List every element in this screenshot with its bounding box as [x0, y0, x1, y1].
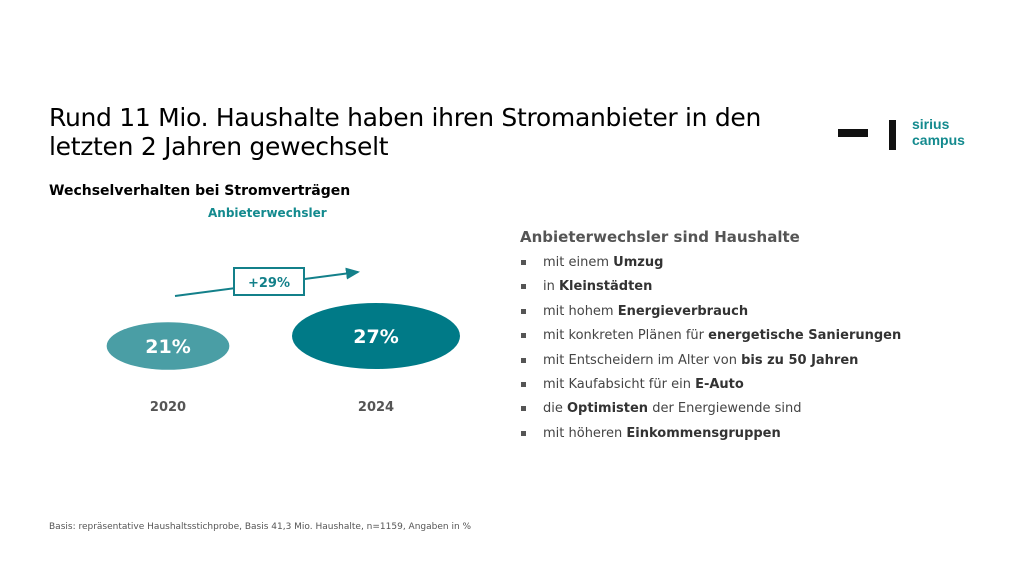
logo-text: sirius campus — [912, 116, 965, 148]
category-label: 2020 — [150, 400, 186, 415]
logo-line2: campus — [912, 132, 965, 148]
logo-bar — [889, 120, 896, 150]
profile-item-highlight: energetische Sanierungen — [708, 328, 902, 344]
change-box — [233, 267, 305, 296]
bubble-2020 — [106, 322, 230, 370]
category-label: 2024 — [358, 400, 394, 415]
profile-item-highlight: Umzug — [613, 255, 664, 270]
bubble-2024 — [292, 303, 460, 369]
profile-list: mit einem Umzug in Kleinstädten mit hohem … — [520, 253, 901, 448]
profile-item-text: die — [543, 401, 567, 417]
page-title: Rund 11 Mio. Haushalte haben ihren Strom… — [49, 103, 762, 161]
value-label: 21% — [145, 336, 190, 358]
profile-item: mit höheren Einkommensgruppen — [520, 424, 901, 448]
profile-item-text: mit einem — [543, 255, 614, 270]
profile-item: mit Entscheidern im Alter von bis zu 50 … — [520, 351, 901, 375]
profile-item-text: mit hohem — [543, 303, 618, 319]
profile-item: mit Kaufabsicht für ein E-Auto — [520, 375, 901, 399]
profile-item-text: mit konkreten Plänen für — [543, 328, 709, 344]
profile-heading: Anbieterwechsler sind Haushalte — [520, 228, 800, 246]
change-label: +29% — [248, 276, 290, 291]
profile-item: die Optimisten der Energiewende sind — [520, 399, 901, 423]
profile-item: mit konkreten Plänen für energetische Sa… — [520, 326, 901, 350]
profile-item: in Kleinstädten — [520, 277, 901, 301]
profile-item: mit hohem Energieverbrauch — [520, 302, 901, 326]
profile-item-text: der Energiewende sind — [648, 401, 802, 417]
profile-item-highlight: Energieverbrauch — [617, 303, 749, 319]
profile-item-highlight: bis zu 50 Jahren — [741, 352, 859, 368]
chart-subtitle: Wechselverhalten bei Stromverträgen — [49, 183, 351, 199]
profile-item-highlight: Einkommensgruppen — [626, 425, 781, 441]
profile-item-text: in — [543, 279, 559, 295]
profile-item-text: mit Kaufabsicht für ein — [543, 376, 696, 392]
footnote: Basis: repräsentative Haushaltsstichprob… — [49, 522, 472, 532]
profile-item-highlight: E-Auto — [695, 376, 744, 392]
profile-item-highlight: Kleinstädten — [558, 279, 653, 295]
profile-item: mit einem Umzug — [520, 253, 901, 277]
chart-title: Anbieterwechsler — [208, 206, 327, 220]
value-label: 27% — [353, 326, 398, 348]
profile-item-text: mit Entscheidern im Alter von — [543, 352, 742, 368]
profile-item-text: mit höheren — [543, 425, 627, 441]
logo-dash — [838, 129, 868, 137]
profile-item-highlight: Optimisten — [567, 401, 649, 417]
sirius-campus-logo: sirius campus — [838, 115, 978, 155]
logo-line1: sirius — [912, 116, 950, 132]
